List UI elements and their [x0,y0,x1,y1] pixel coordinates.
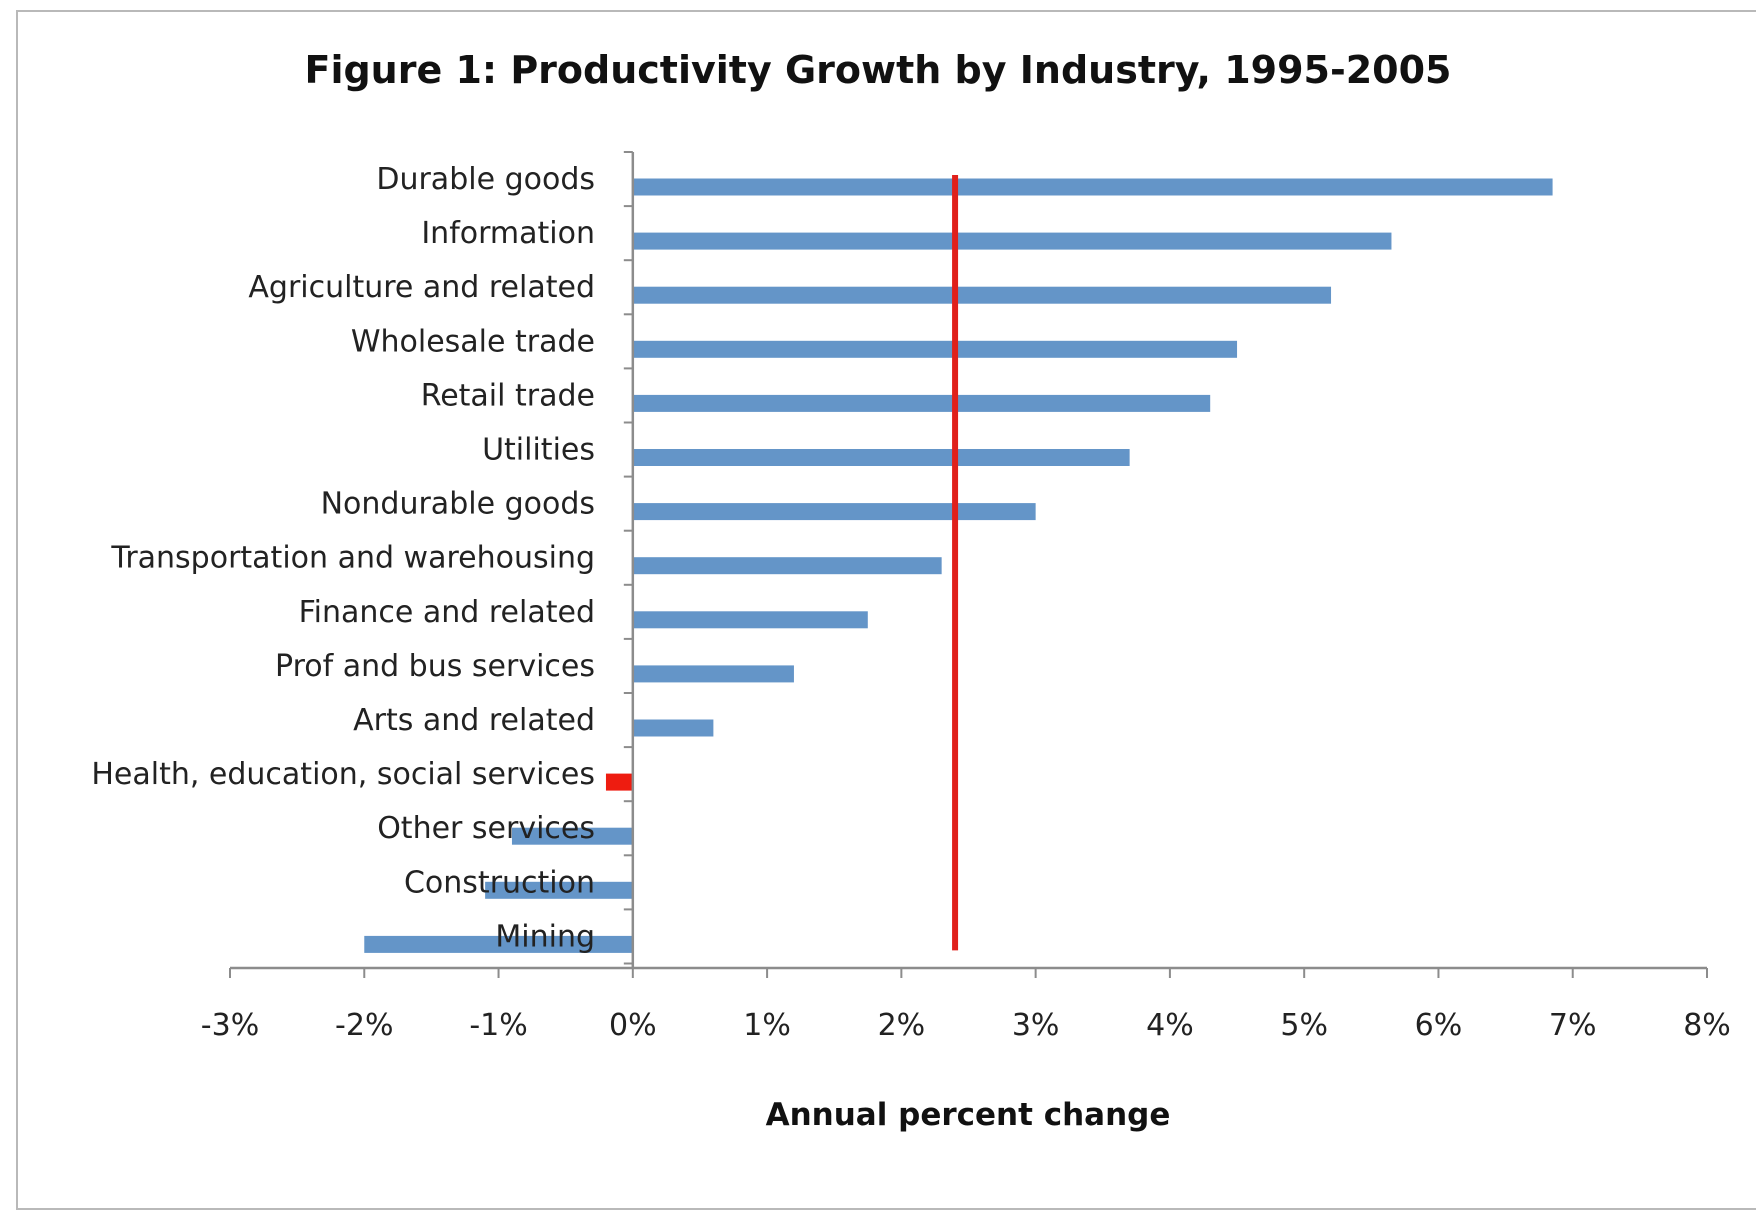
category-label: Prof and bus services [275,649,595,684]
category-label: Utilities [482,433,595,468]
bar-wholesale-trade [632,340,1238,358]
x-tick-label: 7% [1549,1008,1597,1043]
category-labels-layer: Durable goods Information Agriculture and … [91,162,595,954]
x-axis-label: Annual percent change [766,1097,1171,1133]
bar-durable-goods [632,178,1553,196]
x-tick-label: -2% [335,1008,393,1043]
x-tick-label: 1% [743,1008,791,1043]
x-tick-label: 5% [1280,1008,1328,1043]
bar-information [632,232,1392,250]
bar-nondurable-goods [632,503,1036,521]
category-label: Nondurable goods [321,487,595,522]
chart-title: Figure 1: Productivity Growth by Industr… [304,48,1452,92]
category-label: Information [421,216,595,251]
bar-construction [485,881,633,899]
axis-layer: -3% -2% -1% 0% 1% 2% 3% 4% 5% 6% 7% 8% [201,151,1731,1043]
category-label: Health, education, social services [91,757,595,792]
category-label: Transportation and warehousing [110,541,595,576]
bar-utilities [632,449,1130,466]
bar-mining [364,935,633,953]
category-label: Other services [377,811,595,846]
category-label: Arts and related [353,703,595,738]
x-tick-label: -1% [469,1008,527,1043]
category-label: Wholesale trade [351,324,595,359]
category-label: Durable goods [376,162,595,197]
x-tick-label: 2% [878,1008,926,1043]
category-label: Retail trade [421,378,595,413]
bar-health-education-social-services [605,773,633,791]
category-label: Agriculture and related [248,270,595,305]
category-label: Finance and related [299,595,595,630]
bar-prof-and-bus-services [632,665,794,683]
bar-arts-and-related [632,719,714,737]
x-tick-label: 8% [1683,1008,1731,1043]
bar-agriculture-and-related [632,286,1332,304]
x-tick-label: 6% [1415,1008,1463,1043]
x-tick-label: 3% [1012,1008,1060,1043]
category-label: Mining [495,919,595,954]
x-tick-label: -3% [201,1008,259,1043]
bar-other-services [511,827,633,845]
category-label: Construction [404,865,595,900]
x-tick-label: 0% [609,1008,657,1043]
bar-finance-and-related [632,611,868,629]
bars-layer [364,178,1553,953]
bar-retail-trade [632,394,1211,412]
chart-frame [16,10,1756,1210]
x-tick-label: 4% [1146,1008,1194,1043]
bar-chart: -3% -2% -1% 0% 1% 2% 3% 4% 5% 6% 7% 8% Durable good… [91,151,1731,1133]
bar-transportation-and-warehousing [632,557,942,575]
